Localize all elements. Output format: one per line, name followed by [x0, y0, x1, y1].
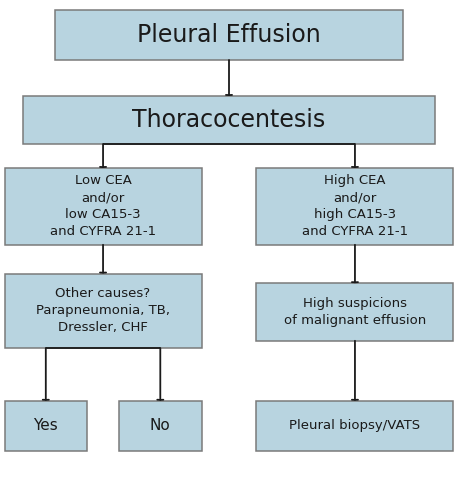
FancyBboxPatch shape [256, 401, 453, 451]
FancyBboxPatch shape [5, 274, 202, 348]
Text: Other causes?
Parapneumonia, TB,
Dressler, CHF: Other causes? Parapneumonia, TB, Dressle… [36, 288, 170, 334]
FancyBboxPatch shape [256, 283, 453, 341]
FancyBboxPatch shape [119, 401, 202, 451]
Text: Pleural Effusion: Pleural Effusion [137, 23, 321, 47]
FancyBboxPatch shape [256, 168, 453, 245]
Text: Yes: Yes [33, 419, 58, 433]
Text: No: No [150, 419, 171, 433]
Text: High CEA
and/or
high CA15-3
and CYFRA 21-1: High CEA and/or high CA15-3 and CYFRA 21… [302, 174, 408, 239]
Text: Thoracocentesis: Thoracocentesis [132, 108, 326, 132]
Text: Low CEA
and/or
low CA15-3
and CYFRA 21-1: Low CEA and/or low CA15-3 and CYFRA 21-1 [50, 174, 156, 239]
FancyBboxPatch shape [5, 168, 202, 245]
Text: Pleural biopsy/VATS: Pleural biopsy/VATS [289, 420, 420, 432]
FancyBboxPatch shape [5, 401, 87, 451]
FancyBboxPatch shape [55, 10, 403, 60]
Text: High suspicions
of malignant effusion: High suspicions of malignant effusion [284, 297, 426, 327]
FancyBboxPatch shape [23, 96, 435, 144]
